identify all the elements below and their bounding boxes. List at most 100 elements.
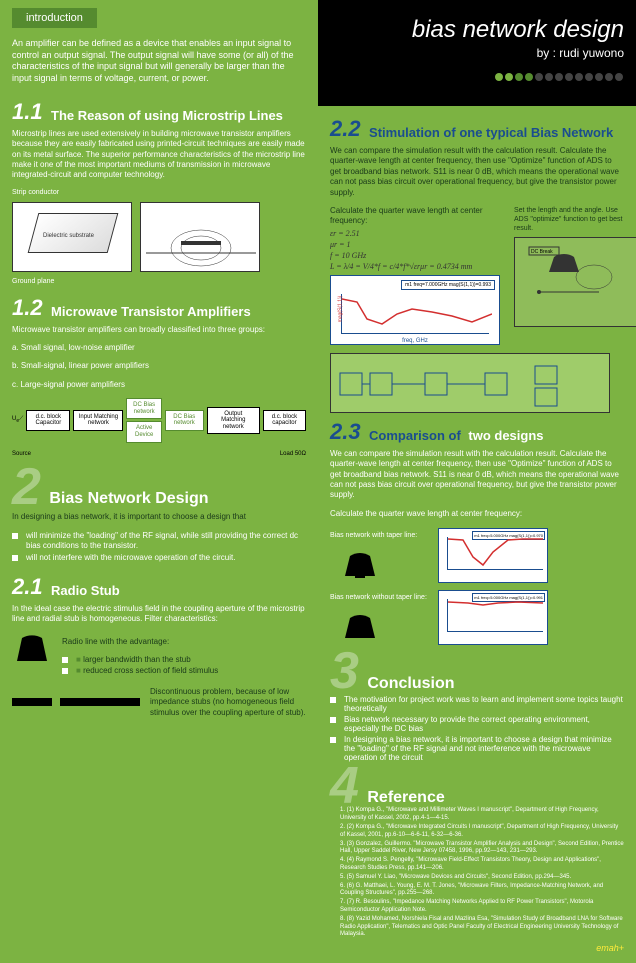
disc-text: Discontinuous problem, because of low im… (150, 687, 306, 718)
references-list: (1) Kompa G., "Microwave and Millimeter … (330, 807, 624, 939)
decorative-dots (330, 68, 624, 86)
body-2-1: In the ideal case the electric stimulus … (12, 604, 306, 625)
ref-3: (3) Gonzalez, Guillermo. "Microwave Tran… (340, 841, 624, 857)
ref-5: (5) Samuel Y. Liao, "Microwave Devices a… (340, 874, 624, 882)
adv-2: ■ reduced cross section of field stimulu… (62, 666, 306, 675)
formula-2: μr = 1 (330, 240, 508, 249)
taper-stub-icon (330, 548, 390, 578)
notaper-line-icon (448, 599, 543, 634)
item-1-2-a: a. Small signal, low-noise amplifier (12, 343, 306, 353)
block-dcblock1: d.c. block Capacitor (26, 410, 70, 431)
ads-blocks-icon (335, 358, 605, 410)
calc-lead: Calculate the quarter wave length at cen… (330, 206, 508, 227)
s11-chart: m1 freq=7.000GHz mag(S(1,1))=0.993 freq,… (330, 275, 500, 345)
block-dcbias1: DC Bias network (126, 398, 161, 419)
load-label: Load 50Ω (280, 451, 306, 457)
block-input: Input Matching network (73, 410, 123, 431)
fan-stub-icon (12, 633, 52, 661)
num-2-1: 2.1 (12, 574, 43, 600)
label-taper: Bias network with taper line: (330, 531, 430, 540)
footer-credit: emah+ (330, 943, 624, 953)
section-4: 4 Reference (1) Kompa G., "Microwave and… (330, 766, 624, 939)
bias-circuit-diagram: DC Break (514, 237, 636, 327)
s11-line-icon (342, 294, 492, 334)
ref-7: (7) R. Besoulins, "Impedance Matching Ne… (340, 899, 624, 915)
item-2-b: will not interfere with the microwave op… (12, 553, 306, 563)
section-1-2: 1.2 Microwave Transistor Amplifiers Micr… (12, 295, 306, 457)
item-1-2-b: b. Small-signal, linear power amplifiers (12, 361, 306, 371)
section-2-3: 2.3 Comparison of two designs We can com… (330, 419, 624, 646)
strip-3d-box: Dielectric substrate (12, 202, 132, 272)
formula-1: εr = 2.51 (330, 229, 508, 238)
block-dcbias2: DC Bias network (165, 410, 204, 431)
section-3: 3 Conclusion The motivation for project … (330, 651, 624, 762)
chart-xlabel: freq, GHz (402, 338, 428, 344)
poster-author: by : rudi yuwono (330, 46, 624, 60)
calc-2-3: Calculate the quarter wave length at cen… (330, 509, 624, 519)
strip-label: Strip conductor (12, 189, 306, 196)
dielectric-label: Dielectric substrate (43, 233, 94, 239)
label-notaper: Bias network without taper line: (330, 593, 430, 602)
section-2-2: 2.2 Stimulation of one typical Bias Netw… (330, 116, 624, 413)
title-2: Bias Network Design (49, 490, 208, 507)
title-1-1: The Reason of using Microstrip Lines (51, 108, 283, 123)
header: bias network design by : rudi yuwono (318, 0, 636, 106)
ground-label: Ground plane (12, 278, 306, 285)
circuit-schematic-icon: DC Break (519, 242, 619, 322)
title-3: Conclusion (367, 675, 454, 692)
body-1-1: Microstrip lines are used extensively in… (12, 129, 306, 181)
svg-text:DC Break: DC Break (531, 249, 553, 255)
num-3: 3 (330, 651, 359, 693)
formula-3: f = 10 GHz (330, 251, 508, 260)
title-2-2: Stimulation of one typical Bias Network (369, 125, 613, 140)
ref-2: (2) Kompa G., "Microwave Integrated Circ… (340, 824, 624, 840)
num-2: 2 (12, 467, 41, 509)
ref-1: (1) Kompa G., "Microwave and Millimeter … (340, 807, 624, 823)
body-2-3: We can compare the simulation result wit… (330, 449, 624, 501)
lead-2: In designing a bias network, it is impor… (12, 512, 306, 522)
adv-lead: Radio line with the advantage: (62, 637, 306, 647)
num-2-3: 2.3 (330, 419, 361, 445)
title-2-1: Radio Stub (51, 583, 120, 598)
chart-ylabel: mag(S(1,1)) (337, 295, 343, 322)
taper-line-icon (448, 537, 543, 572)
item-2-a: will minimize the "loading" of the RF si… (12, 531, 306, 552)
ref-6: (6) G. Matthaei, L. Young, E. M. T. Jone… (340, 883, 624, 899)
title-4: Reference (367, 789, 444, 806)
field-lines-icon (141, 203, 261, 273)
title-2-3a: Comparison of (369, 428, 461, 443)
num-2-2: 2.2 (330, 116, 361, 142)
stub-shape-1 (12, 633, 52, 661)
ads-schematic (330, 353, 610, 413)
block-dcblock2: d.c. block capacitor (263, 410, 306, 431)
num-1-2: 1.2 (12, 295, 43, 321)
poster-title: bias network design (330, 16, 624, 44)
ref-4: (4) Raymond S. Pengelly, "Microwave Fiel… (340, 857, 624, 873)
num-1-1: 1.1 (12, 99, 43, 125)
lead-1-2: Microwave transistor amplifiers can broa… (12, 325, 306, 335)
formula-4: L = λ/4 = V/4*f = c/4*f*√εrμr = 0.4734 m… (330, 262, 508, 271)
intro-tag: introduction (12, 8, 97, 28)
section-2: 2 Bias Network Design In designing a bia… (12, 467, 306, 564)
ref-8: (8) Yazid Mohamed, Norshiela Fisal and M… (340, 916, 624, 939)
chart-notaper: m1 freq=5.000GHz mag(S(1,1))=0.991 (438, 590, 548, 645)
field-box (140, 202, 260, 272)
notaper-stub-icon (330, 610, 390, 640)
body-2-2: We can compare the simulation result wit… (330, 146, 624, 198)
block-active: Active Device (126, 421, 161, 442)
num-4: 4 (330, 766, 359, 808)
section-2-1: 2.1 Radio Stub In the ideal case the ele… (12, 574, 306, 726)
block-output: Output Matching network (207, 407, 260, 435)
right-note: Set the length and the angle. Use ADS "o… (514, 206, 624, 233)
chart-marker: m1 freq=7.000GHz mag(S(1,1))=0.993 (401, 280, 495, 290)
stub-shape-2 (12, 694, 140, 715)
conc-2: Bias network necessary to provide the co… (330, 715, 624, 733)
microstrip-diagram: Dielectric substrate (12, 202, 306, 272)
section-1-1: 1.1 The Reason of using Microstrip Lines… (12, 99, 306, 285)
title-1-2: Microwave Transistor Amplifiers (51, 304, 251, 319)
conc-3: In designing a bias network, it is impor… (330, 735, 624, 762)
amplifier-block-diagram: Ue⟋ d.c. block Capacitor Input Matching … (12, 398, 306, 442)
source-label: Source (12, 451, 31, 457)
adv-1: ■ larger bandwidth than the stub (62, 655, 306, 664)
intro-text: An amplifier can be defined as a device … (12, 38, 306, 85)
